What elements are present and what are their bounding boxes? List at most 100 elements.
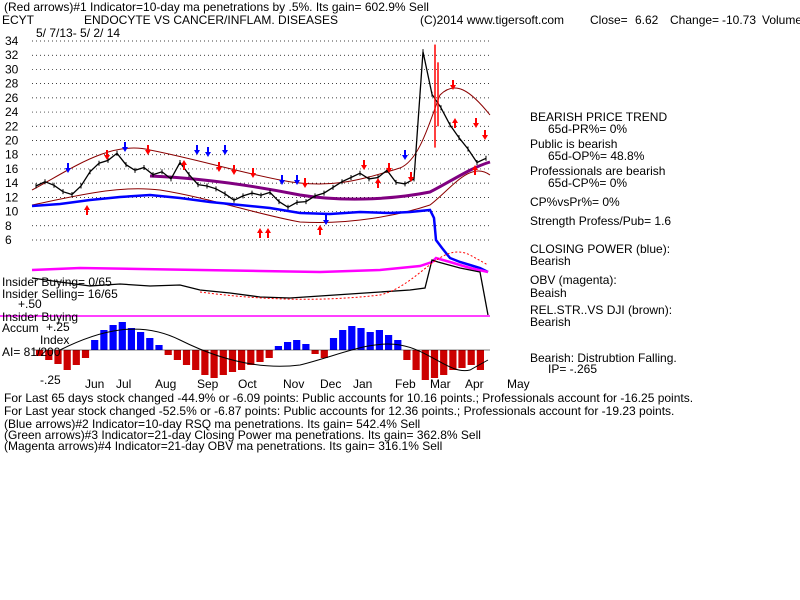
accum-bar bbox=[192, 350, 200, 370]
relstr-title: REL.STR..VS DJI (brown): bbox=[530, 303, 673, 317]
public-title: Public is bearish bbox=[530, 137, 618, 151]
accum-bar bbox=[284, 342, 292, 350]
buy-arrow bbox=[375, 178, 381, 188]
sell-arrow bbox=[145, 145, 151, 155]
closing-power-line bbox=[31, 193, 489, 274]
indicator-lines bbox=[0, 87, 491, 317]
volume-label: Volume bbox=[762, 13, 800, 27]
y-tick-label: 10 bbox=[5, 205, 19, 219]
sell-arrow bbox=[222, 145, 228, 155]
change-value: -10.73 bbox=[722, 13, 757, 27]
sell-arrow bbox=[122, 142, 128, 152]
y-tick-label: 22 bbox=[5, 119, 19, 133]
cp-value: 65d-CP%= 0% bbox=[548, 176, 628, 190]
ai-value: AI= 81/200 bbox=[2, 345, 61, 359]
plus-50-label: +.50 bbox=[18, 297, 42, 311]
lower-band bbox=[31, 170, 491, 223]
accum-bar bbox=[45, 350, 53, 360]
sell-arrow bbox=[450, 80, 456, 90]
obv-title: OBV (magenta): bbox=[530, 273, 617, 287]
copyright-text: (C)2014 www.tigersoft.com bbox=[420, 13, 565, 27]
sell-arrow bbox=[104, 150, 110, 160]
y-tick-label: 28 bbox=[5, 77, 19, 91]
y-tick-label: 30 bbox=[5, 62, 19, 76]
x-tick-label: Dec bbox=[320, 377, 341, 391]
accum-bar bbox=[476, 350, 484, 370]
sell-arrow bbox=[65, 163, 71, 173]
footer-line-4: (Green arrows)#3 Indicator=21-day Closin… bbox=[4, 428, 481, 442]
accum-bar bbox=[210, 350, 218, 378]
minus-25-label: -.25 bbox=[40, 373, 61, 387]
accum-label: Accum bbox=[2, 321, 39, 335]
accum-bar bbox=[173, 350, 181, 360]
accum-bar bbox=[403, 350, 411, 360]
footer-line-5: (Magenta arrows)#4 Indicator=21-day OBV … bbox=[4, 439, 443, 453]
strength-ratio: Strength Profess/Pub= 1.6 bbox=[530, 214, 672, 228]
accum-bar bbox=[357, 328, 365, 350]
y-tick-label: 34 bbox=[5, 34, 19, 48]
accum-bar bbox=[182, 350, 191, 365]
ticker-symbol: ECYT bbox=[2, 13, 35, 27]
x-tick-label: Jun bbox=[85, 377, 104, 391]
y-tick-label: 6 bbox=[5, 233, 12, 247]
accum-bar bbox=[127, 328, 135, 350]
y-tick-label: 26 bbox=[5, 91, 19, 105]
closing-power-value: Bearish bbox=[530, 254, 571, 268]
accum-bar bbox=[412, 350, 420, 370]
footer-line-3: (Blue arrows)#2 Indicator=10-day RSQ ma … bbox=[4, 417, 421, 431]
trend-title: BEARISH PRICE TREND bbox=[530, 110, 668, 124]
accum-bar bbox=[36, 350, 44, 356]
price-line bbox=[35, 51, 487, 209]
accum-bar bbox=[320, 350, 328, 358]
chart-title: ENDOCYTE VS CANCER/INFLAM. DISEASES bbox=[84, 13, 339, 27]
plus-25-label: +.25 bbox=[46, 320, 70, 334]
x-tick-label: Feb bbox=[395, 377, 416, 391]
close-label: Close= bbox=[590, 13, 628, 27]
change-label: Change= bbox=[670, 13, 720, 27]
sell-arrow bbox=[482, 130, 488, 140]
y-tick-label: 12 bbox=[5, 190, 19, 204]
accum-bar bbox=[155, 345, 163, 350]
y-tick-label: 24 bbox=[5, 105, 19, 119]
sell-arrow bbox=[216, 162, 222, 172]
buy-arrow bbox=[181, 160, 187, 170]
relstr-value: Bearish bbox=[530, 315, 571, 329]
y-tick-label: 32 bbox=[5, 48, 19, 62]
date-range: 5/ 7/13- 5/ 2/ 14 bbox=[36, 26, 121, 40]
accum-bar bbox=[81, 350, 90, 358]
accum-bar bbox=[339, 330, 347, 350]
relative-strength-line bbox=[31, 259, 489, 316]
accum-bar bbox=[375, 330, 383, 350]
op-value: 65d-OP%= 48.8% bbox=[548, 149, 645, 163]
accum-bar bbox=[311, 350, 319, 354]
accum-bar bbox=[100, 330, 108, 350]
accum-bar bbox=[430, 350, 439, 378]
insider-selling-count: Insider Selling= 16/65 bbox=[2, 287, 118, 301]
close-value: 6.62 bbox=[635, 13, 659, 27]
accum-bar bbox=[366, 332, 374, 350]
sell-arrow bbox=[408, 172, 414, 182]
trend-dotted bbox=[199, 251, 489, 300]
sell-arrow bbox=[279, 175, 285, 185]
signal-1-description: (Red arrows)#1 Indicator=10-day ma penet… bbox=[4, 0, 429, 14]
prof-title: Professionals are bearish bbox=[530, 164, 666, 178]
sell-arrow bbox=[302, 178, 308, 188]
insider-buying-count: Insider Buying= 0/65 bbox=[2, 275, 112, 289]
accum-bar bbox=[118, 322, 126, 350]
index-label: Index bbox=[40, 333, 70, 347]
sell-arrow bbox=[386, 163, 392, 173]
sell-arrow bbox=[250, 168, 256, 178]
accum-bar bbox=[421, 350, 429, 380]
y-tick-label: 14 bbox=[5, 176, 19, 190]
sell-arrow bbox=[473, 118, 479, 128]
ip-value: IP= -.265 bbox=[548, 362, 598, 376]
x-tick-label: Jan bbox=[353, 377, 372, 391]
buy-arrow bbox=[472, 165, 478, 175]
sell-arrow bbox=[294, 175, 300, 185]
buy-arrow bbox=[265, 228, 271, 238]
accum-bar bbox=[467, 350, 475, 365]
y-tick-label: 16 bbox=[5, 162, 19, 176]
x-tick-label: Aug bbox=[155, 377, 176, 391]
accum-bar bbox=[293, 340, 301, 350]
